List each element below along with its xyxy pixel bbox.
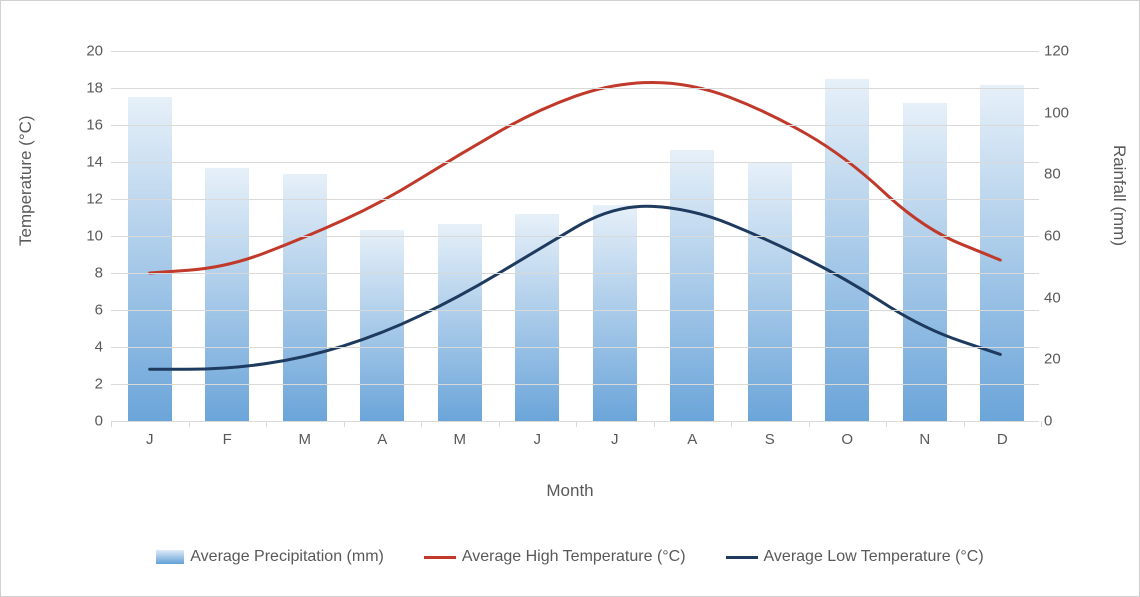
y-right-tick-label: 80 xyxy=(1044,166,1084,183)
legend-item-precipitation: Average Precipitation (mm) xyxy=(156,548,384,566)
grid-line xyxy=(111,88,1039,89)
y-left-tick-label: 10 xyxy=(71,228,103,245)
y-left-tick-label: 4 xyxy=(71,339,103,356)
y-left-tick-label: 14 xyxy=(71,154,103,171)
x-tick xyxy=(344,421,345,427)
x-tick-label: N xyxy=(919,431,930,448)
legend-item-low-temp: Average Low Temperature (°C) xyxy=(726,548,984,566)
y-left-axis-title: Temperature (°C) xyxy=(16,115,36,246)
legend: Average Precipitation (mm) Average High … xyxy=(51,548,1089,566)
grid-line xyxy=(111,51,1039,52)
line-swatch-icon xyxy=(726,556,758,559)
x-tick xyxy=(964,421,965,427)
grid-line xyxy=(111,199,1039,200)
x-tick xyxy=(421,421,422,427)
y-right-axis-title: Rainfall (mm) xyxy=(1109,145,1129,246)
bar-swatch-icon xyxy=(156,550,184,564)
grid-line xyxy=(111,125,1039,126)
low-temp-line xyxy=(150,206,1001,369)
grid-line xyxy=(111,236,1039,237)
plot-area: 02468101214161820020406080100120JFMAMJJA… xyxy=(111,51,1039,421)
x-tick xyxy=(189,421,190,427)
grid-line xyxy=(111,384,1039,385)
x-tick xyxy=(111,421,112,427)
x-tick-label: M xyxy=(299,431,312,448)
y-right-tick-label: 100 xyxy=(1044,104,1084,121)
x-tick xyxy=(266,421,267,427)
y-left-tick-label: 12 xyxy=(71,191,103,208)
legend-item-high-temp: Average High Temperature (°C) xyxy=(424,548,686,566)
grid-line xyxy=(111,273,1039,274)
x-tick-label: J xyxy=(534,431,542,448)
x-tick xyxy=(654,421,655,427)
x-tick xyxy=(731,421,732,427)
line-swatch-icon xyxy=(424,556,456,559)
grid-line xyxy=(111,347,1039,348)
grid-line xyxy=(111,162,1039,163)
x-tick xyxy=(1041,421,1042,427)
x-tick xyxy=(809,421,810,427)
y-right-tick-label: 60 xyxy=(1044,228,1084,245)
x-tick xyxy=(499,421,500,427)
y-left-tick-label: 20 xyxy=(71,43,103,60)
x-tick-label: A xyxy=(687,431,697,448)
y-left-tick-label: 0 xyxy=(71,413,103,430)
x-tick-label: J xyxy=(611,431,619,448)
y-right-tick-label: 0 xyxy=(1044,413,1084,430)
grid-line xyxy=(111,310,1039,311)
y-left-tick-label: 8 xyxy=(71,265,103,282)
climate-chart: Temperature (°C) Rainfall (mm) Month 024… xyxy=(0,0,1140,597)
grid-line xyxy=(111,421,1039,422)
x-axis-title: Month xyxy=(546,481,593,501)
y-left-tick-label: 18 xyxy=(71,80,103,97)
x-tick-label: O xyxy=(841,431,853,448)
x-tick-label: A xyxy=(377,431,387,448)
x-tick-label: S xyxy=(765,431,775,448)
y-left-tick-label: 16 xyxy=(71,117,103,134)
legend-label: Average High Temperature (°C) xyxy=(462,548,686,566)
y-right-tick-label: 40 xyxy=(1044,289,1084,306)
y-left-tick-label: 6 xyxy=(71,302,103,319)
x-tick-label: J xyxy=(146,431,154,448)
legend-label: Average Precipitation (mm) xyxy=(190,548,384,566)
x-tick xyxy=(886,421,887,427)
y-left-tick-label: 2 xyxy=(71,376,103,393)
x-tick-label: D xyxy=(997,431,1008,448)
x-tick xyxy=(576,421,577,427)
y-right-tick-label: 20 xyxy=(1044,351,1084,368)
legend-label: Average Low Temperature (°C) xyxy=(764,548,984,566)
high-temp-line xyxy=(150,82,1001,273)
x-tick-label: M xyxy=(454,431,467,448)
x-tick-label: F xyxy=(223,431,232,448)
y-right-tick-label: 120 xyxy=(1044,43,1084,60)
